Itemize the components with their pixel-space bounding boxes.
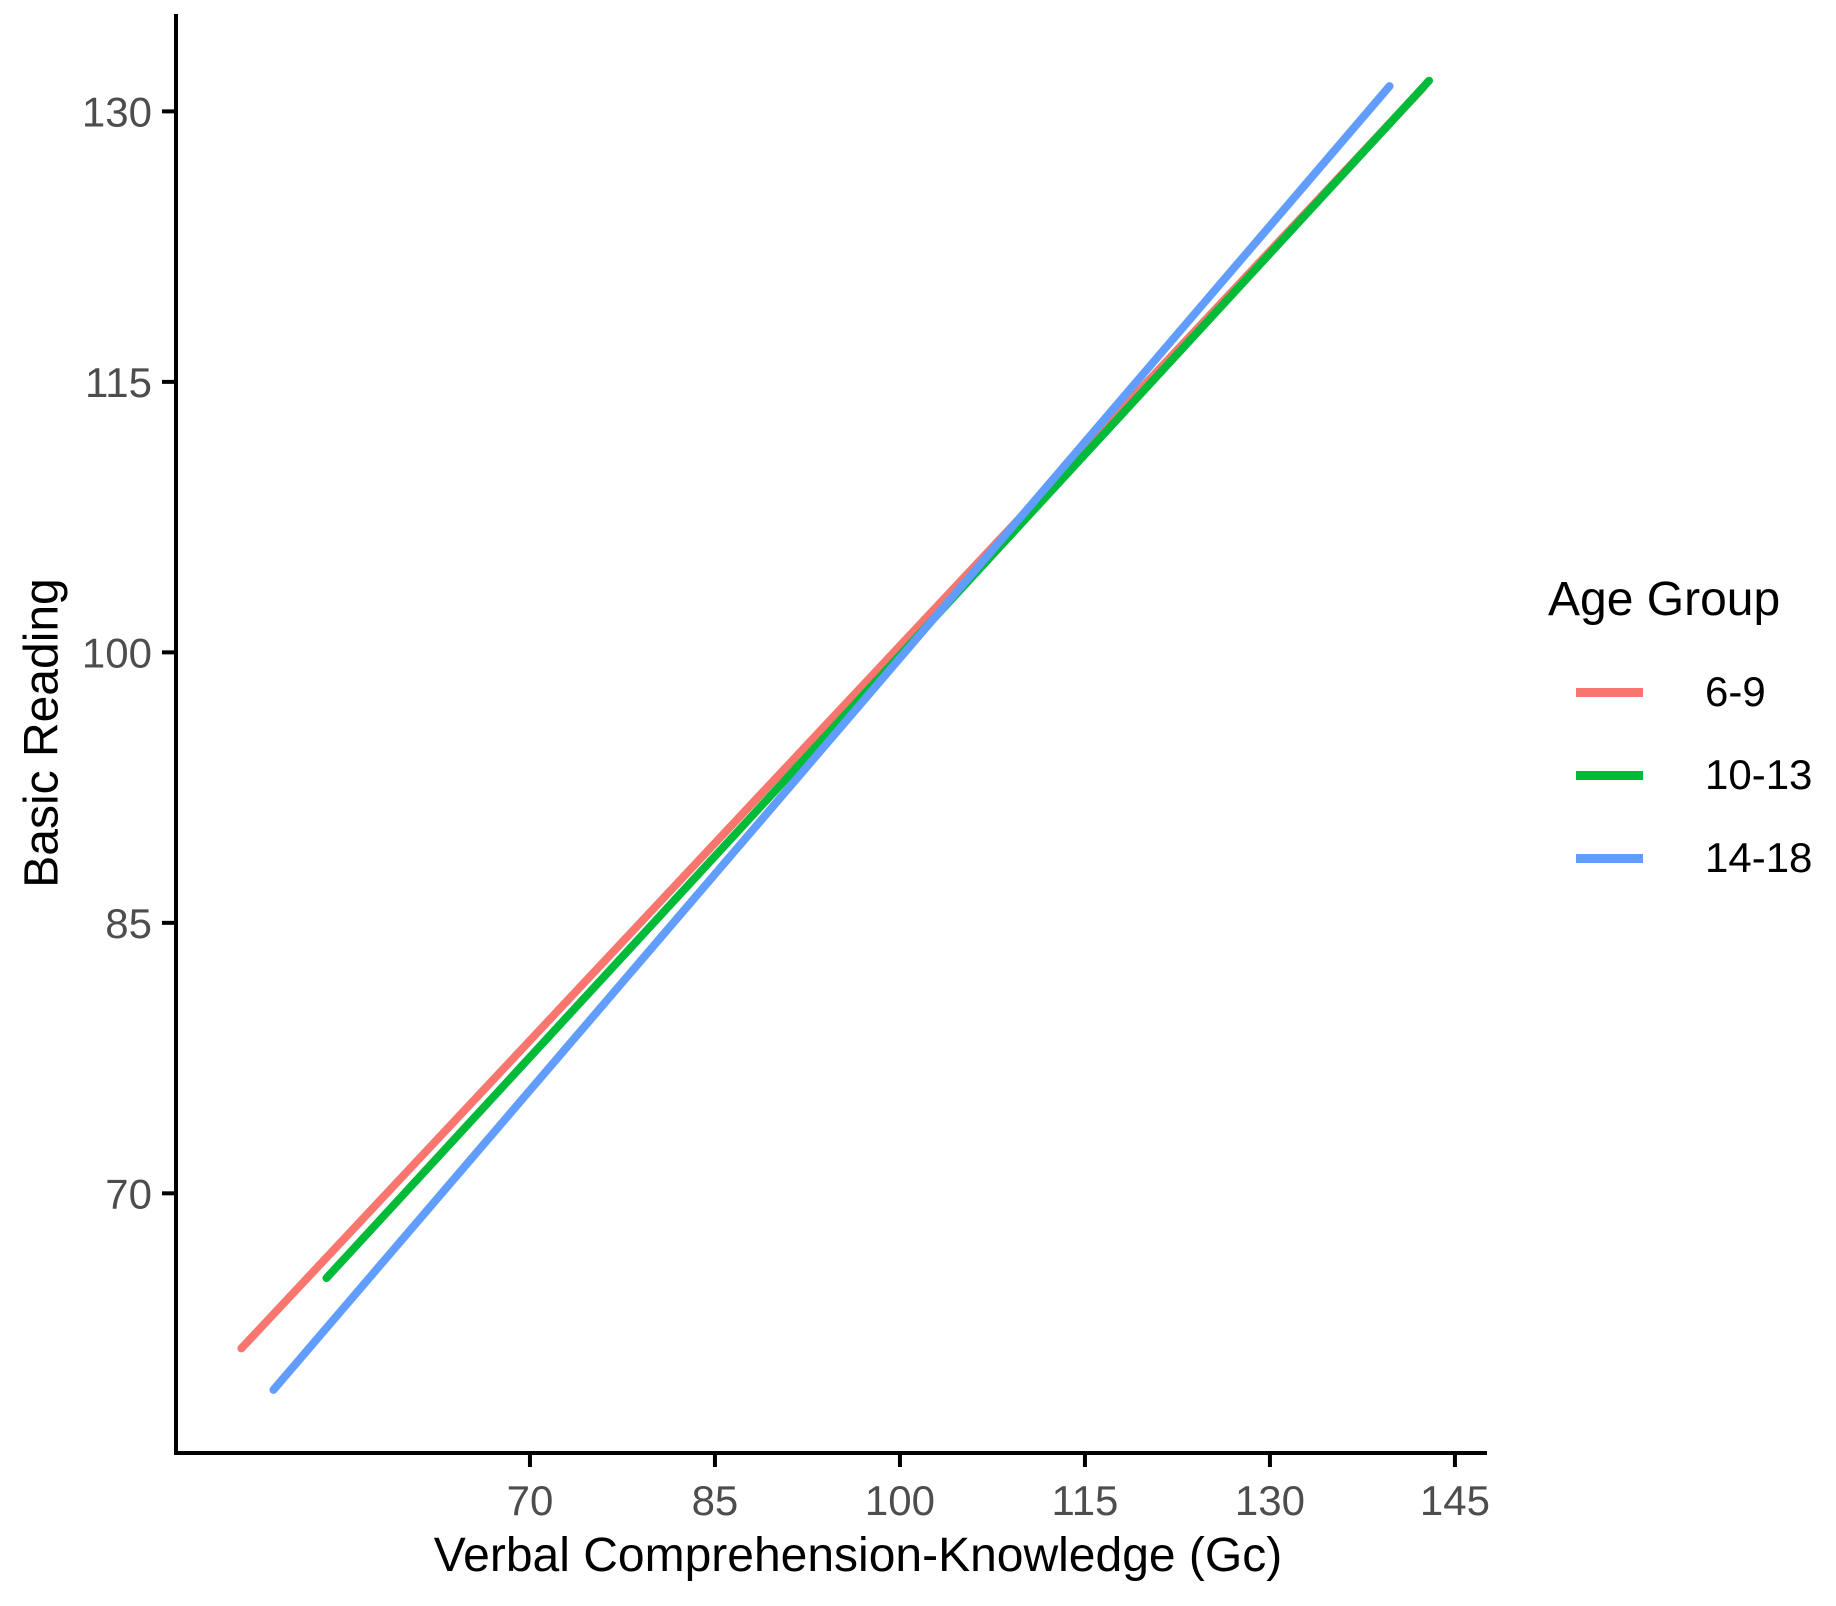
- x-tick-label: 130: [1235, 1477, 1305, 1524]
- legend-swatch-10-13: [1576, 770, 1643, 780]
- legend-title: Age Group: [1548, 573, 1781, 626]
- x-tick-label: 85: [692, 1477, 739, 1524]
- y-tick-label: 100: [82, 629, 152, 676]
- y-tick-label: 130: [82, 88, 152, 135]
- y-axis-title: Basic Reading: [15, 578, 69, 888]
- legend-swatch-6-9: [1576, 687, 1643, 697]
- y-tick-label: 115: [85, 359, 152, 406]
- series-line-14-18: [269, 82, 1394, 1394]
- legend-label-10-13: 10-13: [1705, 751, 1813, 798]
- x-axis-title: Verbal Comprehension-Knowledge (Gc): [433, 1529, 1283, 1582]
- x-tick-label: 70: [507, 1477, 554, 1524]
- legend-swatch-14-18: [1576, 853, 1643, 863]
- x-tick-label: 100: [865, 1477, 935, 1524]
- legend: Age Group 6-9 10-13 14-18: [1548, 572, 1836, 882]
- legend-label-6-9: 6-9: [1705, 668, 1766, 715]
- y-tick-label: 85: [105, 900, 152, 947]
- x-tick-label: 145: [1420, 1477, 1490, 1524]
- x-tick-label: 115: [1051, 1477, 1118, 1524]
- y-tick-label: 70: [105, 1170, 152, 1217]
- legend-item-14-18: 14-18: [1548, 834, 1836, 882]
- legend-item-6-9: 6-9: [1548, 668, 1836, 716]
- legend-item-10-13: 10-13: [1548, 751, 1836, 799]
- legend-label-14-18: 14-18: [1705, 834, 1813, 881]
